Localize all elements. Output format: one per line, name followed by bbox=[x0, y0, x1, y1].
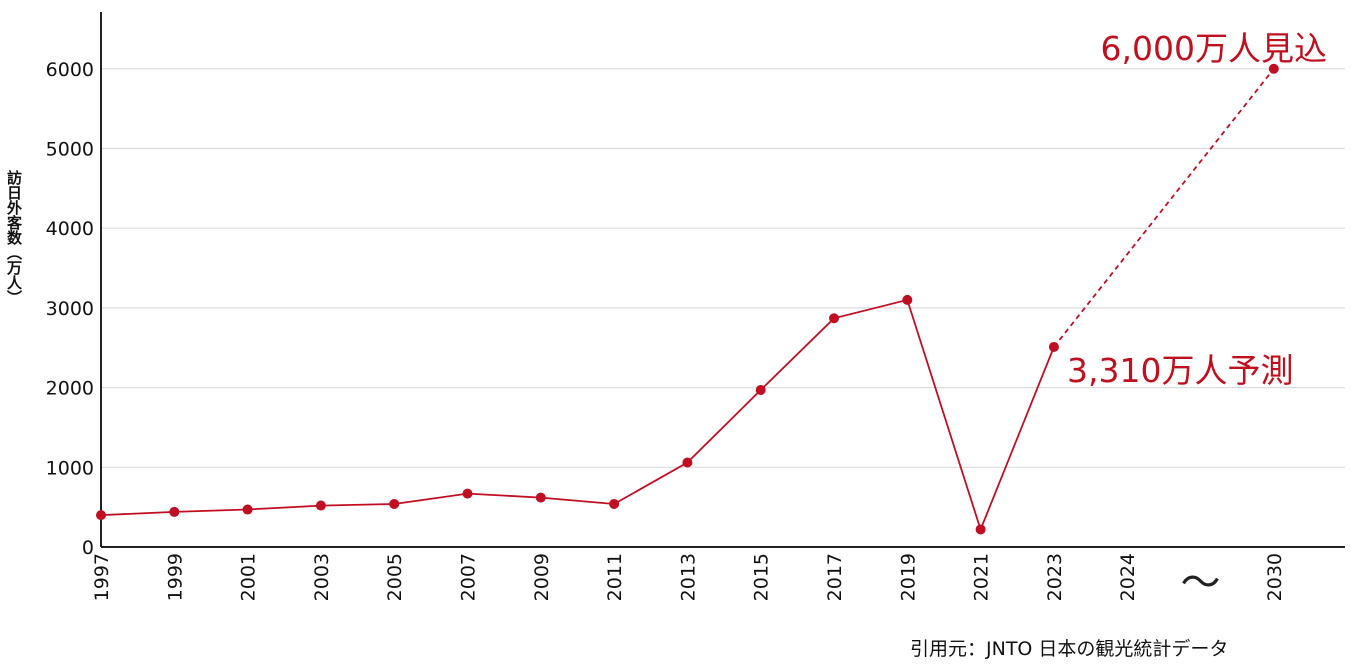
source-citation: 引用元：JNTO 日本の観光統計データ bbox=[910, 638, 1229, 660]
data-point-2007 bbox=[462, 488, 473, 499]
data-point-2015 bbox=[755, 384, 766, 395]
x-tick-2003: 2003 bbox=[311, 553, 333, 601]
data-point-2003 bbox=[315, 500, 326, 511]
actual-line bbox=[100, 298, 1055, 533]
data-point-2005 bbox=[389, 498, 400, 509]
data-point-1999 bbox=[169, 506, 180, 517]
x-tick-2013: 2013 bbox=[677, 553, 699, 601]
y-tick-1000: 1000 bbox=[46, 457, 94, 479]
forecast-line bbox=[1053, 68, 1275, 348]
y-tick-3000: 3000 bbox=[46, 298, 94, 320]
data-point-2021 bbox=[975, 524, 986, 535]
x-tick-2015: 2015 bbox=[751, 553, 773, 601]
y-tick-2000: 2000 bbox=[46, 378, 94, 400]
annotation-2030-target: 6,000万人見込 bbox=[1101, 29, 1327, 68]
data-point-2030 bbox=[1268, 63, 1279, 74]
data-point-2009 bbox=[535, 492, 546, 503]
x-tick-2009: 2009 bbox=[531, 553, 553, 601]
x-axis-break-tilde: 〜 bbox=[1181, 560, 1221, 606]
data-point-2023 bbox=[1048, 341, 1059, 352]
y-tick-6000: 6000 bbox=[46, 59, 94, 81]
x-tick-2001: 2001 bbox=[238, 553, 260, 601]
x-tick-labels: 1997 1999 2001 2003 2005 2007 2009 2011 2013 2015… bbox=[91, 553, 1286, 606]
y-tick-4000: 4000 bbox=[46, 218, 94, 240]
data-point-2017 bbox=[829, 313, 839, 324]
data-point-2019 bbox=[902, 294, 913, 305]
annotation-2023-forecast: 3,310万人予測 bbox=[1067, 351, 1293, 390]
x-tick-2007: 2007 bbox=[458, 553, 480, 601]
data-point-1997 bbox=[96, 510, 106, 521]
x-tick-2023: 2023 bbox=[1044, 553, 1066, 601]
x-tick-2030: 2030 bbox=[1264, 553, 1286, 601]
x-tick-2024: 2024 bbox=[1117, 553, 1139, 601]
gridlines bbox=[101, 68, 1345, 468]
series-lines bbox=[100, 68, 1275, 533]
data-point-2013 bbox=[682, 457, 693, 468]
y-tick-5000: 5000 bbox=[46, 139, 94, 161]
x-tick-2011: 2011 bbox=[604, 553, 626, 601]
y-tick-0: 0 bbox=[82, 537, 94, 559]
x-tick-2005: 2005 bbox=[384, 553, 406, 601]
x-tick-1997: 1997 bbox=[91, 553, 113, 601]
data-points bbox=[96, 63, 1279, 535]
y-axis-label: 訪日外客数（万人） bbox=[5, 169, 23, 305]
y-tick-labels: 0 1000 2000 3000 4000 5000 6000 bbox=[46, 59, 94, 559]
x-tick-1999: 1999 bbox=[164, 553, 186, 601]
x-tick-2017: 2017 bbox=[824, 553, 846, 601]
x-tick-2019: 2019 bbox=[897, 553, 919, 601]
data-point-2001 bbox=[242, 504, 253, 515]
data-point-2011 bbox=[609, 498, 620, 509]
x-tick-2021: 2021 bbox=[971, 553, 993, 601]
